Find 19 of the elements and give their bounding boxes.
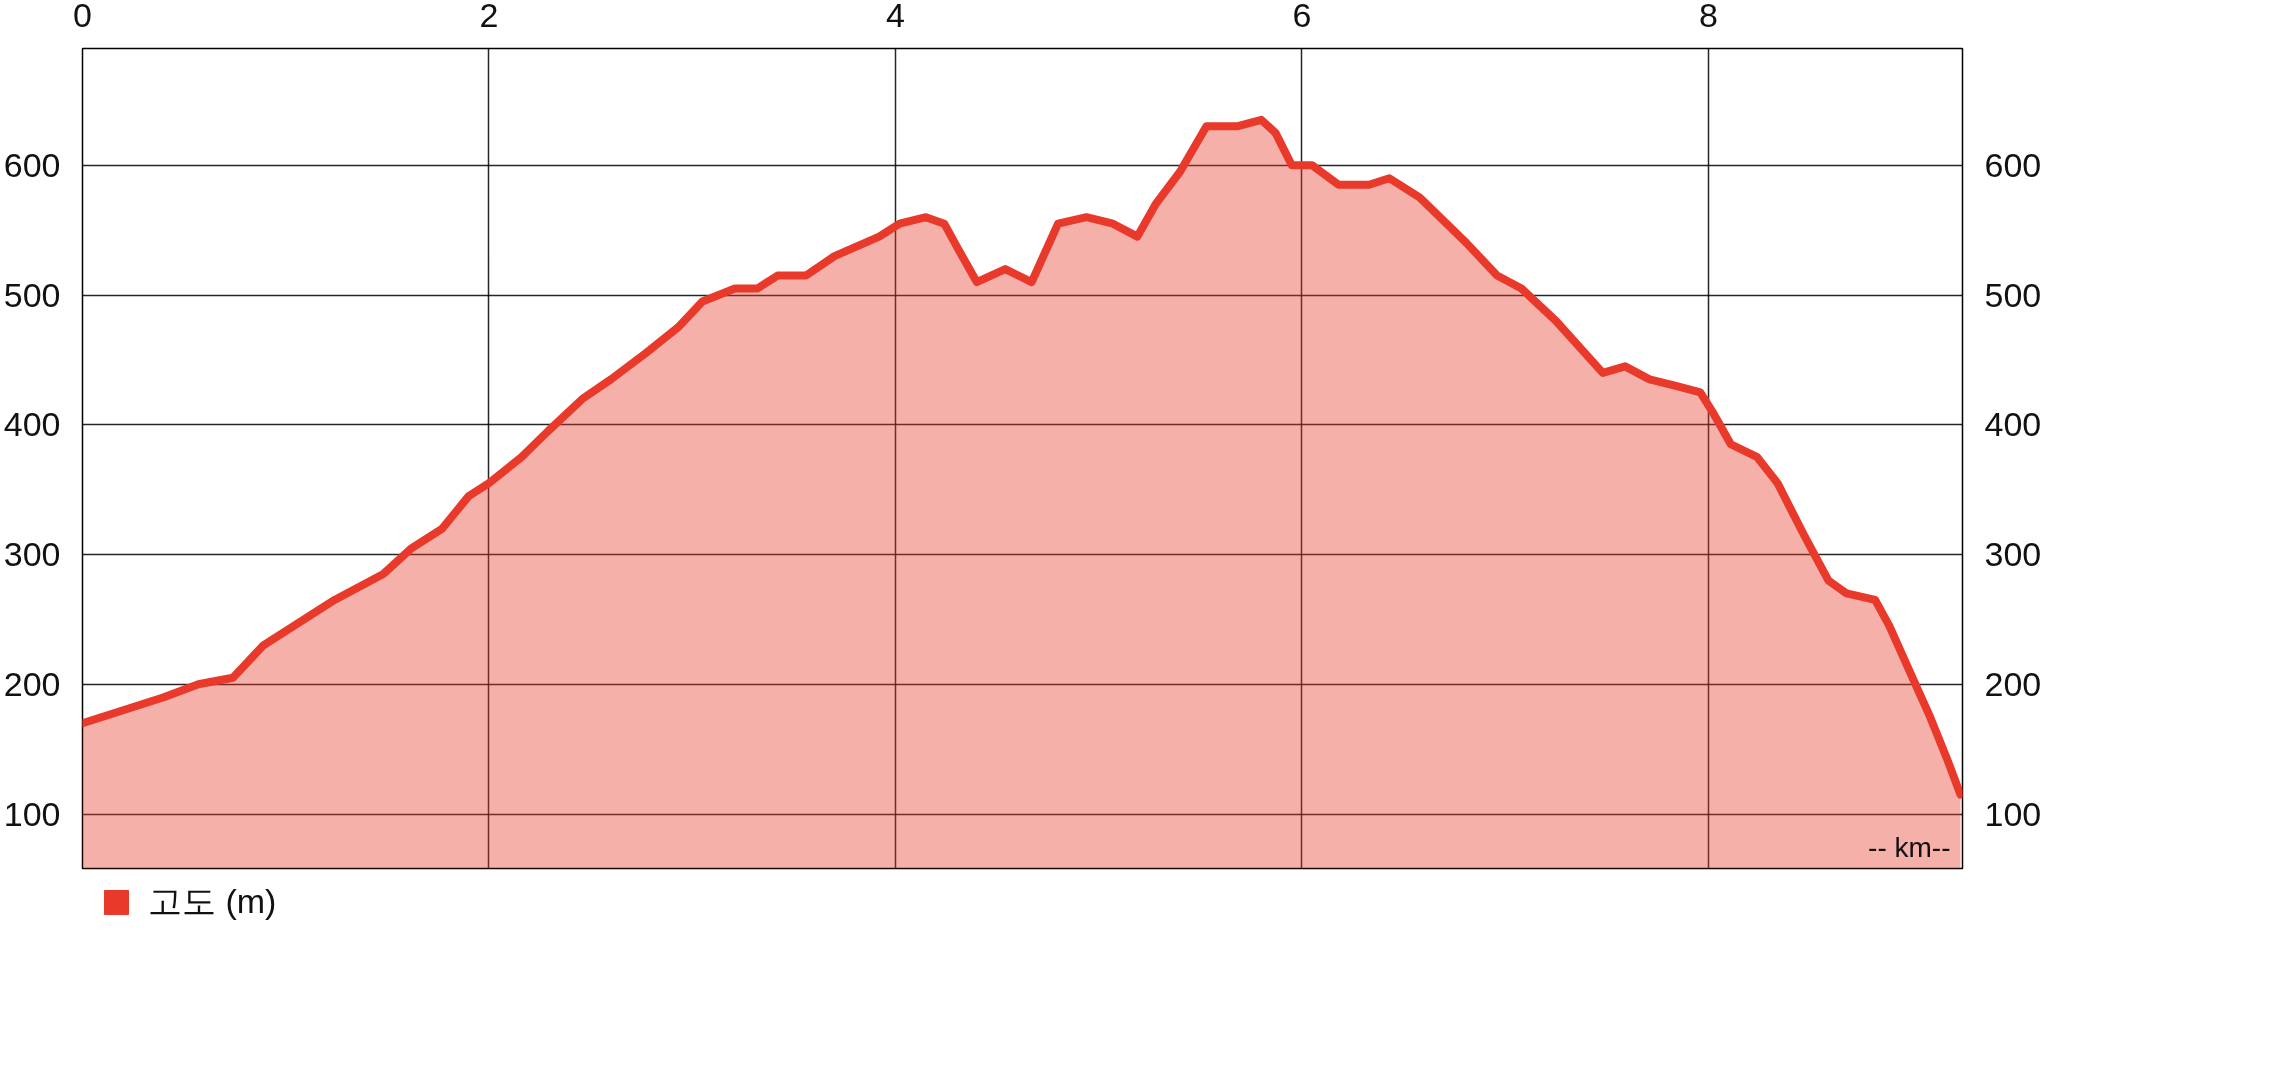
y2-tick-label: 600: [1984, 145, 2042, 184]
x-tick-label: 2: [479, 0, 499, 34]
y-tick-label: 300: [3, 535, 61, 574]
x-tick-label: 6: [1292, 0, 1312, 34]
y2-tick-label: 400: [1984, 405, 2042, 444]
y2-tick-label: 200: [1984, 664, 2042, 703]
x-tick-label: 4: [886, 0, 905, 34]
y-tick-label: 400: [3, 405, 61, 444]
y2-tick-label: 100: [1984, 794, 2042, 833]
y-tick-label: 500: [3, 275, 61, 314]
x-tick-label: 8: [1698, 0, 1718, 34]
x-axis-title: -- km--: [1868, 831, 1951, 863]
y-tick-label: 200: [3, 664, 61, 703]
x-tick-label: 0: [73, 0, 92, 34]
y-tick-label: 100: [3, 794, 61, 833]
y-tick-label: 600: [3, 145, 61, 184]
legend-label: 고도 (m): [148, 881, 277, 922]
y2-tick-label: 300: [1984, 535, 2042, 574]
y2-tick-label: 500: [1984, 275, 2042, 314]
